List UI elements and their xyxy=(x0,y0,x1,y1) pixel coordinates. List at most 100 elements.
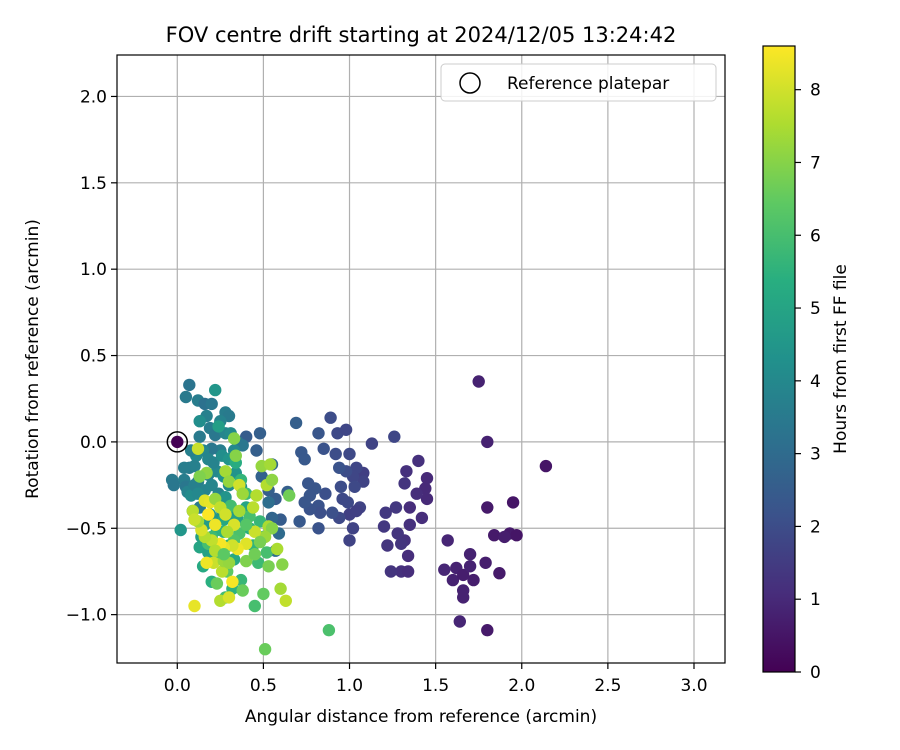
data-point xyxy=(314,506,327,519)
data-point xyxy=(312,522,325,535)
colorbar-tick-label: 3 xyxy=(810,445,821,465)
data-point xyxy=(453,615,466,628)
data-point xyxy=(333,461,346,474)
data-point xyxy=(276,558,289,571)
data-point xyxy=(384,565,398,578)
data-point xyxy=(178,461,191,474)
data-point xyxy=(258,643,272,656)
colorbar-ticks: 0 1 2 3 4 5 6 7 8 xyxy=(795,81,821,683)
data-point xyxy=(539,459,553,473)
data-point xyxy=(389,501,403,514)
data-point xyxy=(329,447,342,461)
data-point xyxy=(293,515,306,528)
data-point xyxy=(188,599,201,613)
data-point xyxy=(222,475,236,488)
y-tick-label: −0.5 xyxy=(66,519,107,539)
data-point xyxy=(274,582,287,595)
data-point xyxy=(222,591,236,604)
data-point xyxy=(248,599,261,613)
data-point xyxy=(410,487,423,500)
data-point xyxy=(200,556,213,569)
data-point xyxy=(191,442,205,455)
data-point xyxy=(336,492,349,506)
data-point xyxy=(236,487,249,500)
data-point xyxy=(262,496,275,509)
data-point xyxy=(312,427,325,440)
data-point xyxy=(236,584,249,597)
data-point xyxy=(302,477,315,490)
y-axis-label: Rotation from reference (arcmin) xyxy=(23,219,43,499)
data-point xyxy=(265,522,279,535)
data-point xyxy=(381,539,394,552)
x-axis-ticks: 0.0 0.5 1.0 1.5 2.0 2.5 3.0 xyxy=(164,663,708,696)
data-point xyxy=(212,420,225,433)
legend-entry-reference: Reference platepar xyxy=(507,74,669,94)
data-point xyxy=(457,568,470,582)
data-point xyxy=(481,501,494,514)
colorbar-tick-label: 2 xyxy=(810,517,821,537)
data-points xyxy=(165,375,553,656)
x-tick-label: 2.5 xyxy=(594,676,621,696)
data-point xyxy=(319,487,332,500)
y-tick-label: 0.5 xyxy=(80,347,107,367)
data-point xyxy=(317,442,330,455)
x-axis-label: Angular distance from reference (arcmin) xyxy=(245,707,597,727)
data-point xyxy=(283,489,296,502)
data-point xyxy=(174,523,187,537)
data-point xyxy=(264,458,277,471)
data-point xyxy=(403,501,416,514)
data-point xyxy=(446,573,460,587)
chart-title: FOV centre drift starting at 2024/12/05 … xyxy=(166,23,677,47)
data-point xyxy=(205,397,218,411)
data-point xyxy=(343,447,356,461)
data-point xyxy=(250,489,263,502)
data-point xyxy=(227,432,241,445)
data-point xyxy=(510,529,523,542)
y-tick-label: 1.5 xyxy=(80,174,107,194)
x-tick-label: 1.5 xyxy=(422,676,449,696)
data-point xyxy=(210,577,224,590)
data-point xyxy=(420,492,434,506)
data-point xyxy=(481,435,494,449)
data-point xyxy=(183,378,196,392)
y-tick-label: 2.0 xyxy=(80,87,107,107)
colorbar-tick-label: 4 xyxy=(810,372,821,392)
colorbar xyxy=(762,45,796,673)
data-point xyxy=(365,437,379,450)
x-tick-label: 2.0 xyxy=(508,676,535,696)
data-point xyxy=(391,527,404,540)
data-point xyxy=(326,506,339,519)
legend-marker-circle xyxy=(459,72,481,94)
reference-platepar-circle xyxy=(166,431,189,453)
data-point xyxy=(322,624,336,637)
data-point xyxy=(240,518,253,531)
data-point xyxy=(441,534,454,547)
legend-box xyxy=(440,63,717,102)
y-axis-ticks: −1.0 −0.5 0.0 0.5 1.0 1.5 2.0 xyxy=(66,87,117,626)
data-point xyxy=(334,480,348,493)
data-point xyxy=(265,473,279,487)
data-point xyxy=(506,496,520,509)
data-point xyxy=(260,546,273,559)
data-point xyxy=(248,548,261,561)
data-point xyxy=(479,556,492,569)
colorbar-tick-label: 8 xyxy=(810,81,821,101)
data-point xyxy=(346,522,360,535)
data-point xyxy=(379,506,392,519)
colorbar-tick-label: 5 xyxy=(810,299,821,319)
data-point xyxy=(253,427,267,440)
data-point xyxy=(400,465,413,478)
data-point xyxy=(343,534,356,547)
data-point xyxy=(188,513,201,526)
data-point xyxy=(457,591,470,604)
data-point xyxy=(262,560,275,573)
data-point xyxy=(412,454,425,468)
reference-platepar-point xyxy=(171,435,184,449)
data-point xyxy=(179,390,193,404)
data-point xyxy=(415,511,429,525)
data-point xyxy=(481,624,494,637)
y-tick-label: 1.0 xyxy=(80,260,107,280)
data-point xyxy=(257,587,270,601)
data-point xyxy=(420,472,434,485)
